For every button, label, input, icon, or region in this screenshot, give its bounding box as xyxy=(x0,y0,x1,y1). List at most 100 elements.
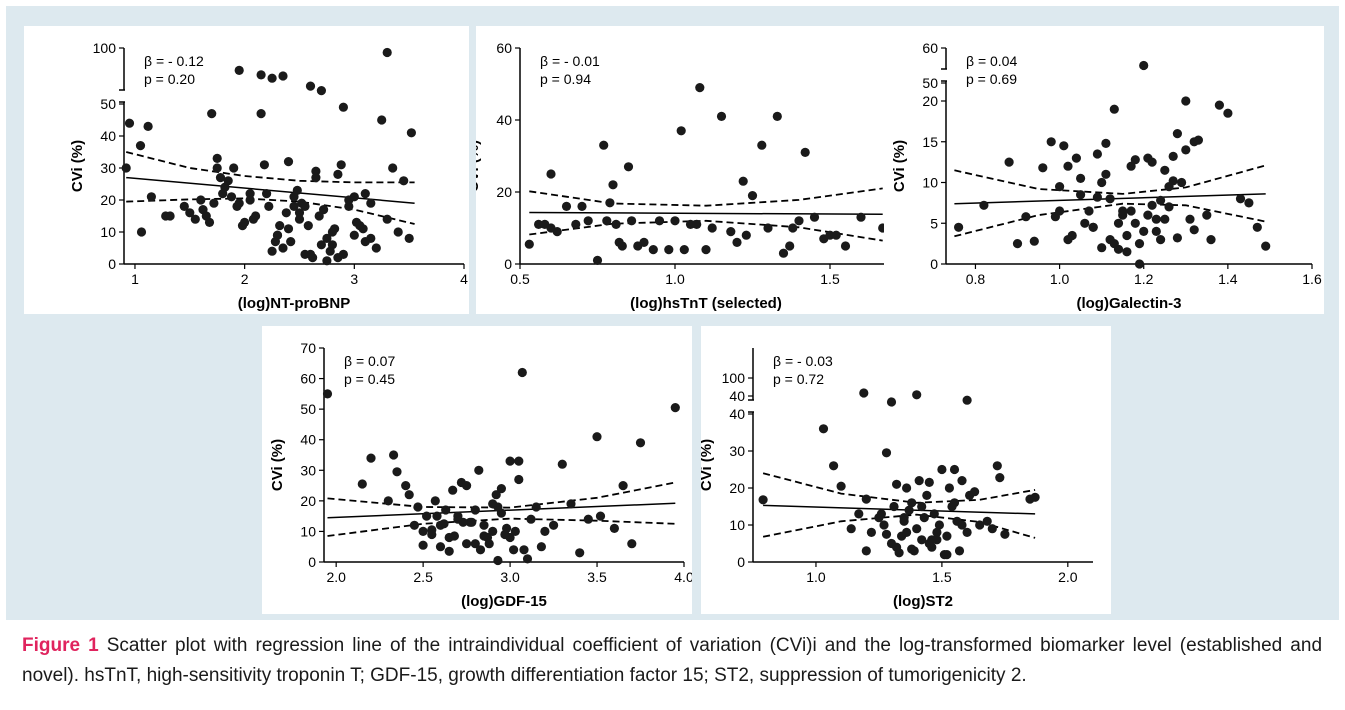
chart-1-data-point xyxy=(602,216,612,226)
chart-0-data-point xyxy=(358,224,368,234)
chart-1-data-point xyxy=(571,219,581,229)
chart-1-data-point xyxy=(794,216,804,226)
scatter-plot-galectin-3: 0 5 10 15 20 50 60 0.8 1.0 1.2 1.4 1.6 (log)Galectin… xyxy=(884,26,1324,314)
chart-3-data-point xyxy=(670,403,680,413)
chart-0-data-point xyxy=(292,185,302,195)
chart-0-data-point xyxy=(338,102,348,112)
chart-1-data-point xyxy=(778,248,789,258)
chart-2-data-point xyxy=(1151,214,1161,224)
chart-4-data-point xyxy=(975,520,985,530)
chart-3-data-point xyxy=(322,389,333,399)
chart-0-data-point xyxy=(388,163,398,173)
chart-2-data-point xyxy=(1076,173,1086,183)
chart-0-x-tick-label: 3 xyxy=(350,271,358,287)
chart-3-data-point xyxy=(430,496,440,506)
chart-2-data-point xyxy=(1092,192,1102,202)
chart-2-data-point xyxy=(1206,235,1216,245)
chart-2-data-point xyxy=(979,200,989,210)
chart-2-data-point xyxy=(1168,151,1178,161)
chart-3-data-point xyxy=(435,520,446,530)
chart-0-data-point xyxy=(179,201,189,211)
chart-0-data-point xyxy=(207,109,217,119)
scatter-plot-hstnt: 0 20 40 60 0.5 1.0 1.5 (log)hsTnT (selected) CVi… xyxy=(476,26,921,314)
chart-2-data-point xyxy=(1105,194,1115,204)
chart-0-y-axis-label: CVi (%) xyxy=(69,140,86,192)
chart-0-data-point xyxy=(349,230,359,240)
chart-2-axis-break xyxy=(944,69,949,81)
chart-0-data-point xyxy=(212,163,222,173)
chart-0-data-point xyxy=(333,253,343,263)
scatter-plot-st2: 0 10 20 30 40 40 100 1.0 1.5 2.0 (log)ST2 CVi (%) β … xyxy=(701,326,1111,614)
chart-4-x-axis-label: (log)ST2 xyxy=(893,593,953,610)
chart-2-x-tick-label: 1.6 xyxy=(1302,271,1322,287)
chart-1-data-point xyxy=(540,219,550,229)
chart-3-data-point xyxy=(514,474,524,485)
chart-2-data-point xyxy=(1055,182,1065,192)
chart-4-p-value-label: p = 0.72 xyxy=(773,371,824,387)
chart-0-data-point xyxy=(344,201,354,211)
chart-3-data-point xyxy=(526,514,536,524)
chart-0-y-tick-label: 100 xyxy=(93,40,117,56)
chart-3-data-point xyxy=(519,545,529,555)
chart-0-data-point xyxy=(283,224,294,234)
chart-0-data-point xyxy=(215,173,226,183)
chart-2-data-point xyxy=(1134,239,1145,249)
chart-3-y-tick-label: 0 xyxy=(308,554,316,570)
chart-3-x-tick-label: 3.5 xyxy=(587,569,607,585)
chart-3-data-point xyxy=(422,511,432,521)
chart-2-data-point xyxy=(1101,169,1111,179)
chart-2-beta-label: β = 0.04 xyxy=(966,53,1017,69)
chart-2-data-point xyxy=(1021,212,1031,222)
chart-4-y-tick-label: 10 xyxy=(729,517,745,533)
chart-2-data-point xyxy=(1164,202,1174,212)
chart-4-data-point xyxy=(836,481,846,491)
chart-3-data-point xyxy=(549,520,559,530)
chart-2-data-point xyxy=(1084,206,1094,216)
chart-3-data-point xyxy=(470,539,480,549)
chart-0-data-point xyxy=(316,86,326,96)
chart-3-data-point xyxy=(462,539,472,549)
chart-0-data-point xyxy=(185,208,195,218)
chart-1-data-point xyxy=(617,241,627,251)
chart-1-y-tick-label: 0 xyxy=(504,256,512,272)
chart-0-data-point xyxy=(124,118,135,128)
chart-4-data-point xyxy=(949,464,960,475)
chart-2-data-point xyxy=(1139,60,1149,71)
chart-4-data-point xyxy=(934,520,944,530)
figure-caption: Figure 1 Scatter plot with regression li… xyxy=(22,631,1322,691)
chart-3-data-point xyxy=(540,526,550,536)
chart-2-data-point xyxy=(1076,190,1086,200)
chart-0-data-point xyxy=(382,214,392,224)
chart-0-data-point xyxy=(314,211,324,221)
chart-2-data-point xyxy=(1118,206,1128,216)
chart-2-data-point xyxy=(1134,259,1145,269)
chart-3-data-point xyxy=(462,481,472,491)
chart-4-data-point xyxy=(957,520,967,530)
chart-0-data-point xyxy=(251,211,261,221)
chart-3-y-tick-label: 20 xyxy=(300,493,316,509)
chart-4-data-point xyxy=(987,524,997,534)
chart-0-data-point xyxy=(303,221,313,231)
chart-3-data-point xyxy=(493,502,503,512)
chart-3-y-tick-label: 60 xyxy=(300,371,316,387)
chart-1-p-value-label: p = 0.94 xyxy=(540,71,591,87)
chart-2-data-point xyxy=(1122,230,1132,241)
chart-4-data-point xyxy=(962,395,972,405)
chart-4-y-axis-label: CVi (%) xyxy=(701,439,715,491)
chart-1-data-point xyxy=(856,212,866,222)
chart-3-data-point xyxy=(427,525,437,535)
chart-0-data-point xyxy=(212,153,222,163)
chart-3-data-point xyxy=(470,505,480,515)
chart-4-data-point xyxy=(818,424,829,434)
chart-1-data-point xyxy=(524,239,534,249)
chart-2-data-point xyxy=(1097,177,1107,188)
chart-0-data-point xyxy=(404,233,414,243)
chart-4-data-point xyxy=(914,476,924,486)
chart-0-data-point xyxy=(305,81,316,91)
chart-0-data-point xyxy=(336,160,346,170)
chart-1-data-point xyxy=(695,83,705,93)
chart-0-data-point xyxy=(406,128,416,138)
chart-4-data-point xyxy=(902,483,912,493)
chart-0-data-point xyxy=(201,211,211,221)
chart-1-data-point xyxy=(707,223,717,233)
